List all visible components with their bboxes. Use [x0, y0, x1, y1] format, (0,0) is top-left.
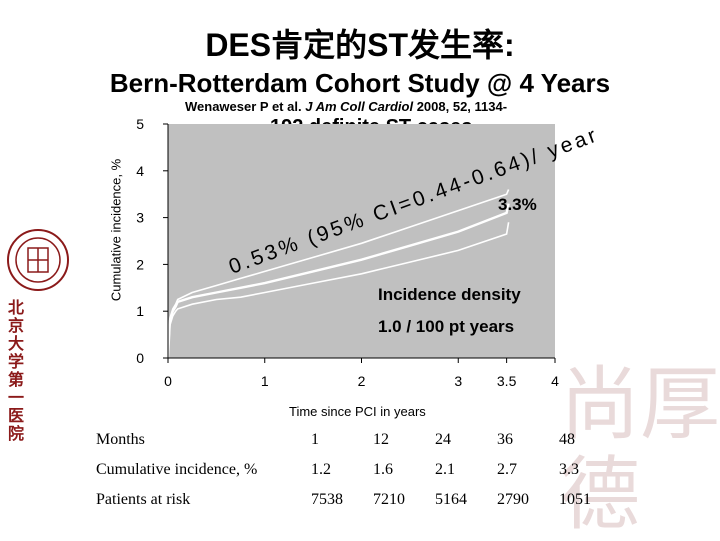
- incidence-density-value: 1.0 / 100 pt years: [378, 317, 514, 336]
- x-tick-label: 1: [261, 373, 269, 389]
- y-tick-label: 1: [136, 303, 144, 319]
- table-cell: 2790: [497, 491, 529, 508]
- y-tick-label: 2: [136, 256, 144, 272]
- university-seal-logo: [7, 229, 69, 291]
- plot-area-background: [168, 124, 555, 358]
- table-cell: 3.3: [559, 461, 579, 478]
- table-cell: 12: [373, 431, 389, 448]
- table-row-label: Months: [96, 431, 145, 448]
- table-cell: 2.1: [435, 461, 455, 478]
- x-tick-label: 3: [454, 373, 462, 389]
- hospital-name-vertical: 北京大学第一医院: [8, 300, 25, 443]
- table-cell: 7538: [311, 491, 343, 508]
- table-cell: 2.7: [497, 461, 517, 478]
- table-row-label: Patients at risk: [96, 491, 191, 508]
- x-tick-label: 0: [164, 373, 172, 389]
- table-row-label: Cumulative incidence, %: [96, 461, 258, 478]
- citation-journal: J Am Coll Cardiol: [305, 99, 414, 114]
- table-cell: 48: [559, 431, 575, 448]
- series-line-1: [166, 203, 510, 359]
- citation-rest: 2008, 52, 1134-: [413, 99, 508, 114]
- y-tick-label: 0: [136, 350, 144, 366]
- life-table: Months 1 12 24 36 48 Cumulative incidence, % 1.…: [96, 425, 621, 515]
- y-tick-label: 4: [136, 163, 144, 179]
- table-cell: 24: [435, 431, 451, 448]
- end-value-label: 3.3%: [498, 195, 537, 214]
- x-tick-label: 4: [551, 373, 559, 389]
- table-cell: 5164: [435, 491, 467, 508]
- y-tick-label: 3: [136, 210, 144, 226]
- incidence-density-label: Incidence density: [378, 285, 521, 304]
- series-line-3: [167, 222, 510, 359]
- table-cell: 1.6: [373, 461, 393, 478]
- table-row: Patients at risk 7538 7210 5164 2790 1051: [96, 485, 621, 515]
- y-tick-label: 5: [136, 116, 144, 132]
- x-tick-label: 3.5: [497, 373, 517, 389]
- citation: Wenaweser P et al. J Am Coll Cardiol 200…: [185, 99, 507, 114]
- table-cell: 1: [311, 431, 319, 448]
- table-cell: 1.2: [311, 461, 331, 478]
- slide-title: DES肯定的ST发生率:: [205, 27, 515, 63]
- table-cell: 36: [497, 431, 513, 448]
- slide-subtitle: Bern-Rotterdam Cohort Study @ 4 Years: [109, 68, 611, 98]
- x-tick-label: 2: [358, 373, 366, 389]
- series-line-2: [167, 189, 510, 359]
- x-axis-label: Time since PCI in years: [289, 404, 426, 419]
- citation-authors: Wenaweser P et al.: [185, 99, 306, 114]
- table-row: Cumulative incidence, % 1.2 1.6 2.1 2.7 3.3: [96, 455, 621, 485]
- table-cell: 1051: [559, 491, 591, 508]
- table-cell: 7210: [373, 491, 405, 508]
- table-row: Months 1 12 24 36 48: [96, 425, 621, 455]
- watermark: 尚厚德: [560, 358, 720, 541]
